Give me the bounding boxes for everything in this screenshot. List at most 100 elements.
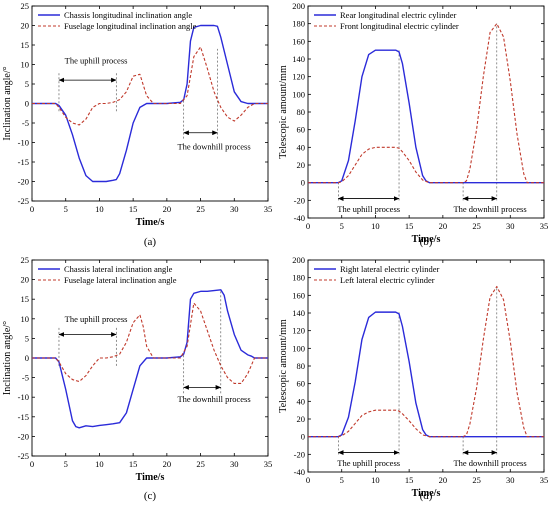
chart-panel-3: 0 5 10 15 20 25 30 35 -25 -20 -15 -10 -5 0 5 10 15 20 25 Ti… (2, 255, 272, 502)
y-tick-label: -20 (294, 195, 305, 205)
y-tick-label: 60 (297, 125, 306, 135)
y-tick-label: 80 (297, 361, 306, 371)
legend-label-1: Right lateral electric cylinder (340, 264, 440, 274)
y-axis-label: Telescopic amount/mm (278, 65, 289, 159)
y-tick-label: 180 (292, 19, 305, 29)
y-tick-label: 100 (292, 89, 305, 99)
series-line-1 (308, 49, 544, 184)
y-tick-label: 80 (297, 107, 306, 117)
y-tick-label: 20 (21, 275, 30, 285)
x-tick-label: 30 (230, 204, 239, 214)
y-tick-label: 60 (297, 379, 306, 389)
x-tick-label: 5 (64, 204, 68, 214)
x-tick-label: 20 (439, 221, 448, 231)
series-line-2 (308, 285, 544, 438)
process-annotation: The downhill process (177, 141, 250, 151)
process-annotation: The downhill process (177, 394, 250, 404)
y-tick-label: 25 (21, 255, 30, 265)
y-axis-label: Telescopic amount/mm (278, 319, 289, 413)
y-tick-label: 140 (292, 54, 305, 64)
x-tick-label: 0 (306, 221, 310, 231)
y-tick-label: -5 (22, 373, 29, 383)
x-tick-label: 0 (306, 475, 310, 485)
process-annotation: The uphill process (65, 56, 128, 66)
x-axis-label: Time/s (412, 234, 441, 245)
plot-frame (307, 5, 545, 219)
legend-label-1: Chassis lateral inclination angle (64, 264, 173, 274)
process-annotation: The downhill process (453, 458, 526, 468)
x-tick-label: 25 (196, 459, 205, 469)
x-tick-label: 30 (506, 475, 515, 485)
x-tick-label: 5 (340, 475, 344, 485)
x-tick-label: 10 (95, 459, 104, 469)
x-tick-label: 20 (163, 459, 172, 469)
y-tick-label: -40 (294, 213, 305, 223)
x-tick-label: 0 (30, 204, 34, 214)
plot-frame (307, 259, 545, 473)
series-line-2 (32, 302, 268, 385)
y-tick-label: 15 (21, 294, 30, 304)
x-tick-label: 15 (129, 459, 138, 469)
y-tick-label: 5 (25, 79, 29, 89)
y-tick-label: 160 (292, 290, 305, 300)
legend-label-2: Fuselage lateral inclination angle (64, 275, 177, 285)
y-tick-label: 20 (21, 21, 30, 31)
y-tick-label: 0 (25, 353, 29, 363)
panel-label: (a) (144, 236, 157, 248)
x-tick-label: 10 (371, 475, 380, 485)
x-tick-label: 25 (196, 204, 205, 214)
y-tick-label: 180 (292, 273, 305, 283)
y-tick-label: 0 (301, 178, 305, 188)
y-tick-label: -5 (22, 118, 29, 128)
y-tick-label: 200 (292, 1, 305, 11)
chart-panel-2: 0 5 10 15 20 25 30 35 -40 -20 0 20 40 60 80 100 120 140 16… (278, 1, 548, 248)
y-tick-label: -25 (18, 196, 29, 206)
y-tick-label: 5 (25, 333, 29, 343)
y-tick-label: 140 (292, 308, 305, 318)
legend-label-2: Fuselage longitudinal inclination angle (64, 21, 197, 31)
y-tick-label: -15 (18, 157, 29, 167)
chart-panel-1: 0 5 10 15 20 25 30 35 -25 -20 -15 -10 -5 0 5 10 15 20 25 Ti… (2, 1, 272, 248)
x-tick-label: 15 (405, 221, 414, 231)
y-tick-label: 20 (297, 160, 306, 170)
y-axis-label: Inclination angle/° (2, 321, 13, 395)
y-tick-label: 160 (292, 36, 305, 46)
series-line-2 (32, 46, 268, 126)
panel-label: (b) (420, 236, 433, 248)
y-tick-label: 0 (25, 99, 29, 109)
x-axis-label: Time/s (136, 472, 165, 483)
y-tick-label: 10 (21, 60, 30, 70)
x-tick-label: 35 (540, 475, 549, 485)
y-tick-label: -10 (18, 138, 29, 148)
process-annotation: The uphill process (65, 314, 128, 324)
y-axis-label: Inclination angle/° (2, 66, 13, 140)
process-annotation: The uphill process (337, 458, 400, 468)
x-tick-label: 15 (129, 204, 138, 214)
y-tick-label: -20 (294, 449, 305, 459)
series-line-2 (308, 23, 544, 184)
x-tick-label: 35 (540, 221, 549, 231)
y-tick-label: 120 (292, 326, 305, 336)
y-tick-label: 40 (297, 396, 306, 406)
x-tick-label: 0 (30, 459, 34, 469)
x-tick-label: 5 (64, 459, 68, 469)
y-tick-label: 0 (301, 432, 305, 442)
x-tick-label: 35 (264, 459, 273, 469)
x-tick-label: 35 (264, 204, 273, 214)
chart-panel-4: 0 5 10 15 20 25 30 35 -40 -20 0 20 40 60 80 100 120 140 16… (278, 255, 548, 502)
x-tick-label: 15 (405, 475, 414, 485)
series-line-1 (32, 289, 268, 429)
legend-label-1: Rear longitudinal electric cylinder (340, 10, 457, 20)
y-tick-label: -20 (18, 431, 29, 441)
x-axis-label: Time/s (412, 488, 441, 499)
x-tick-label: 20 (439, 475, 448, 485)
legend-label-2: Front longitudinal electric cylinder (340, 21, 459, 31)
process-annotation: The downhill process (453, 204, 526, 214)
process-annotation: The uphill process (337, 204, 400, 214)
x-tick-label: 10 (371, 221, 380, 231)
x-tick-label: 10 (95, 204, 104, 214)
y-tick-label: 200 (292, 255, 305, 265)
x-tick-label: 20 (163, 204, 172, 214)
y-tick-label: -15 (18, 412, 29, 422)
